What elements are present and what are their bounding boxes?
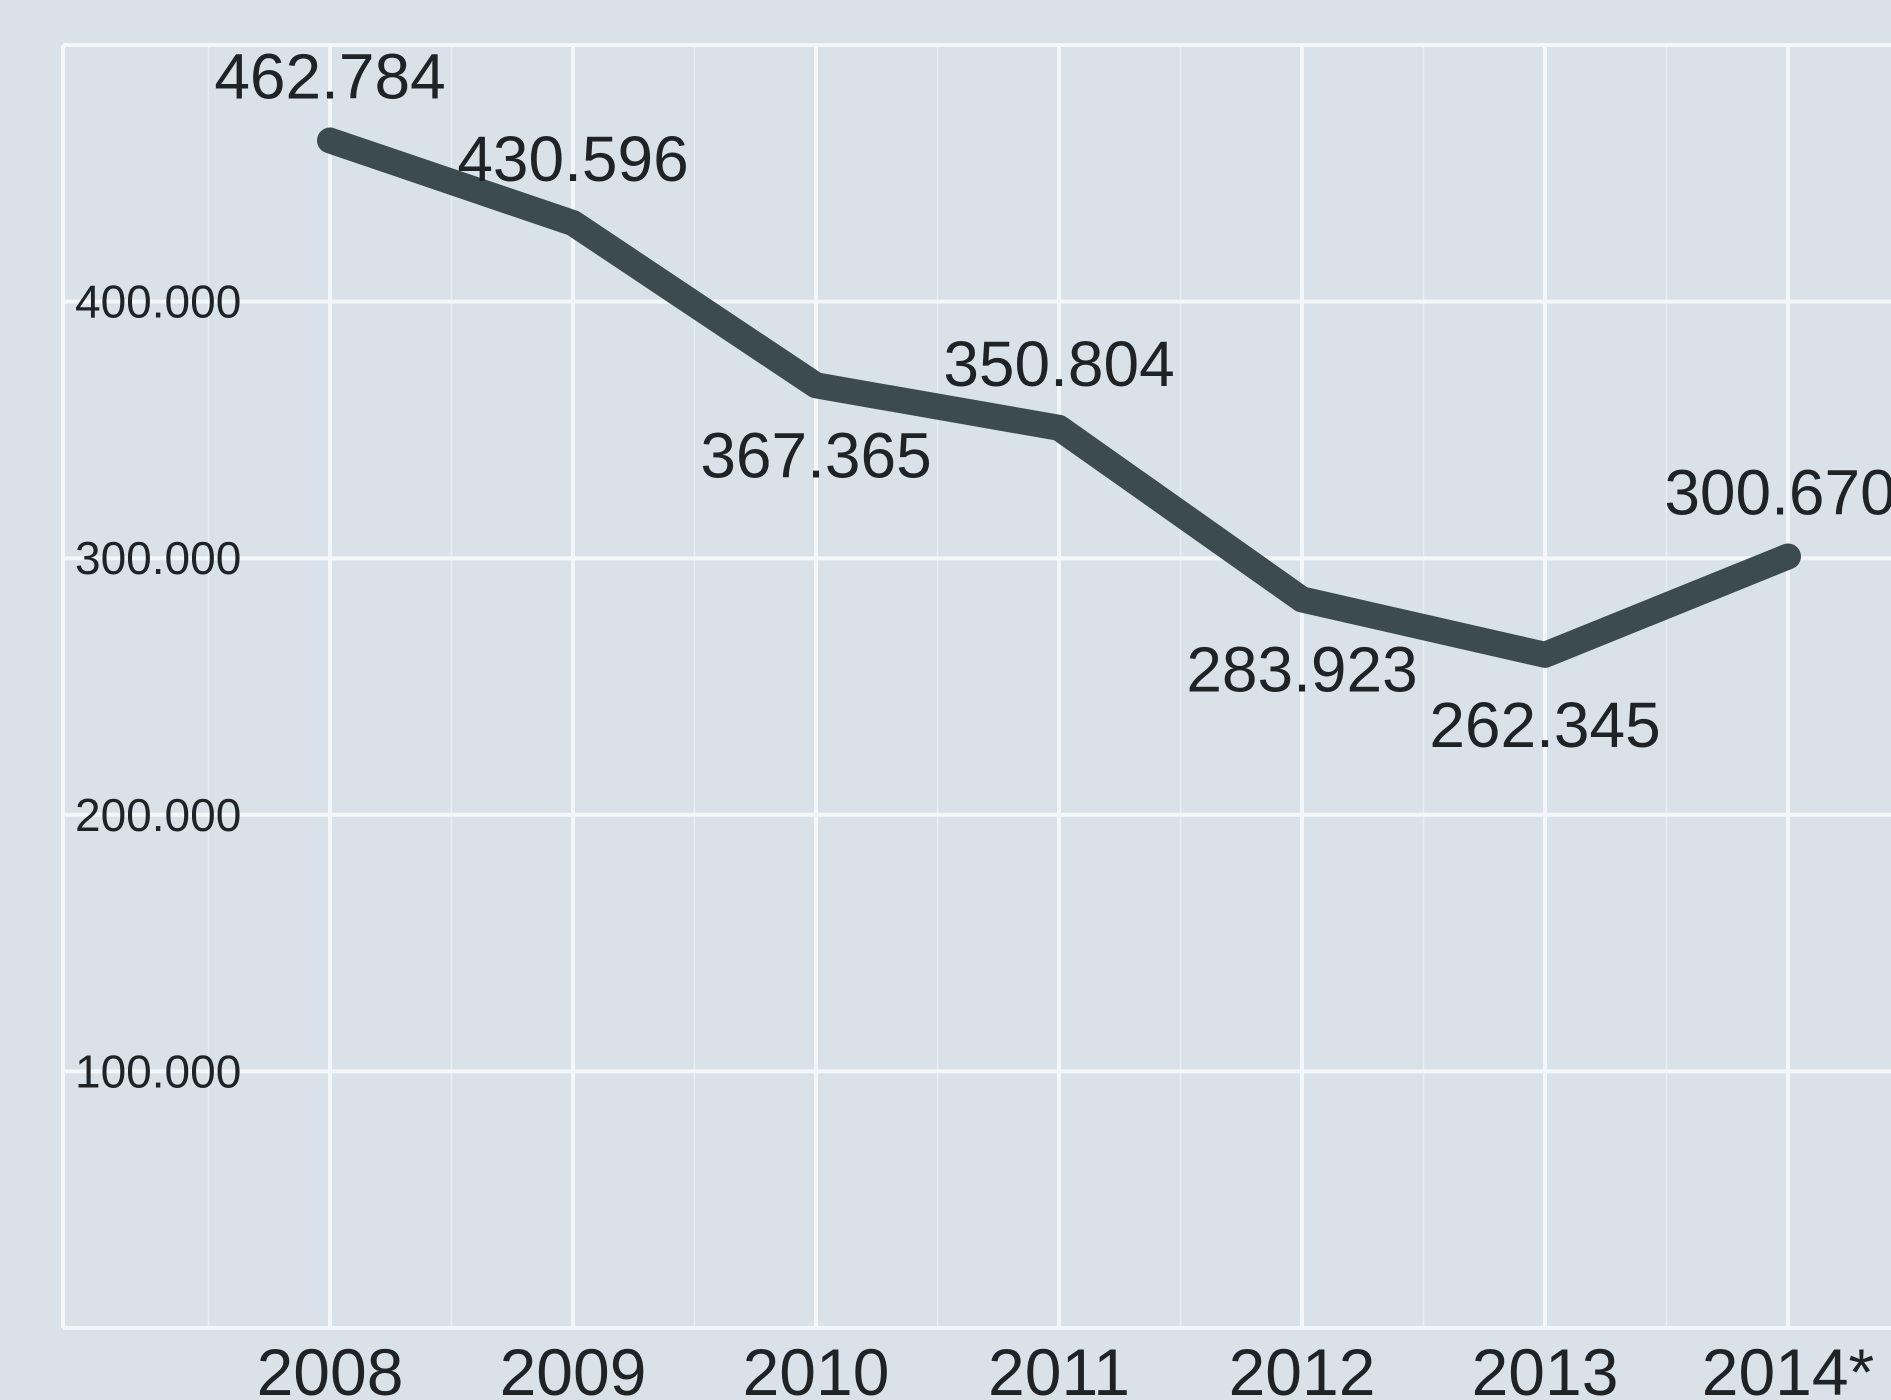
x-tick-label: 2012 bbox=[1229, 1335, 1376, 1400]
x-axis-ticks: 2008 2009 2010 2011 2012 2013 2014* bbox=[257, 1335, 1875, 1400]
x-tick-label: 2009 bbox=[500, 1335, 647, 1400]
data-label: 462.784 bbox=[214, 40, 445, 112]
y-tick-label: 400.000 bbox=[75, 276, 241, 328]
x-tick-label: 2014* bbox=[1702, 1335, 1875, 1400]
data-point bbox=[804, 373, 828, 398]
data-point bbox=[1290, 587, 1314, 612]
x-tick-label: 2010 bbox=[743, 1335, 890, 1400]
grid-layer bbox=[61, 43, 1891, 1330]
data-point bbox=[1047, 415, 1071, 440]
data-point bbox=[1533, 642, 1557, 667]
x-tick-label: 2011 bbox=[988, 1335, 1130, 1400]
data-point bbox=[561, 211, 585, 236]
x-tick-label: 2008 bbox=[257, 1335, 404, 1400]
y-tick-label: 200.000 bbox=[75, 789, 241, 841]
data-label: 300.670 bbox=[1664, 456, 1891, 528]
data-label: 350.804 bbox=[943, 328, 1174, 400]
data-point bbox=[1776, 544, 1800, 569]
data-label: 262.345 bbox=[1429, 689, 1660, 761]
data-point bbox=[318, 128, 342, 153]
series-line-layer bbox=[317, 127, 1801, 668]
data-label: 430.596 bbox=[457, 123, 688, 195]
x-tick-label: 2013 bbox=[1472, 1335, 1619, 1400]
y-tick-label: 100.000 bbox=[75, 1045, 241, 1097]
y-axis-ticks: 100.000 200.000 300.000 400.000 bbox=[75, 276, 241, 1098]
data-label: 283.923 bbox=[1186, 633, 1417, 705]
y-tick-label: 300.000 bbox=[75, 532, 241, 584]
data-label: 367.365 bbox=[700, 419, 931, 491]
